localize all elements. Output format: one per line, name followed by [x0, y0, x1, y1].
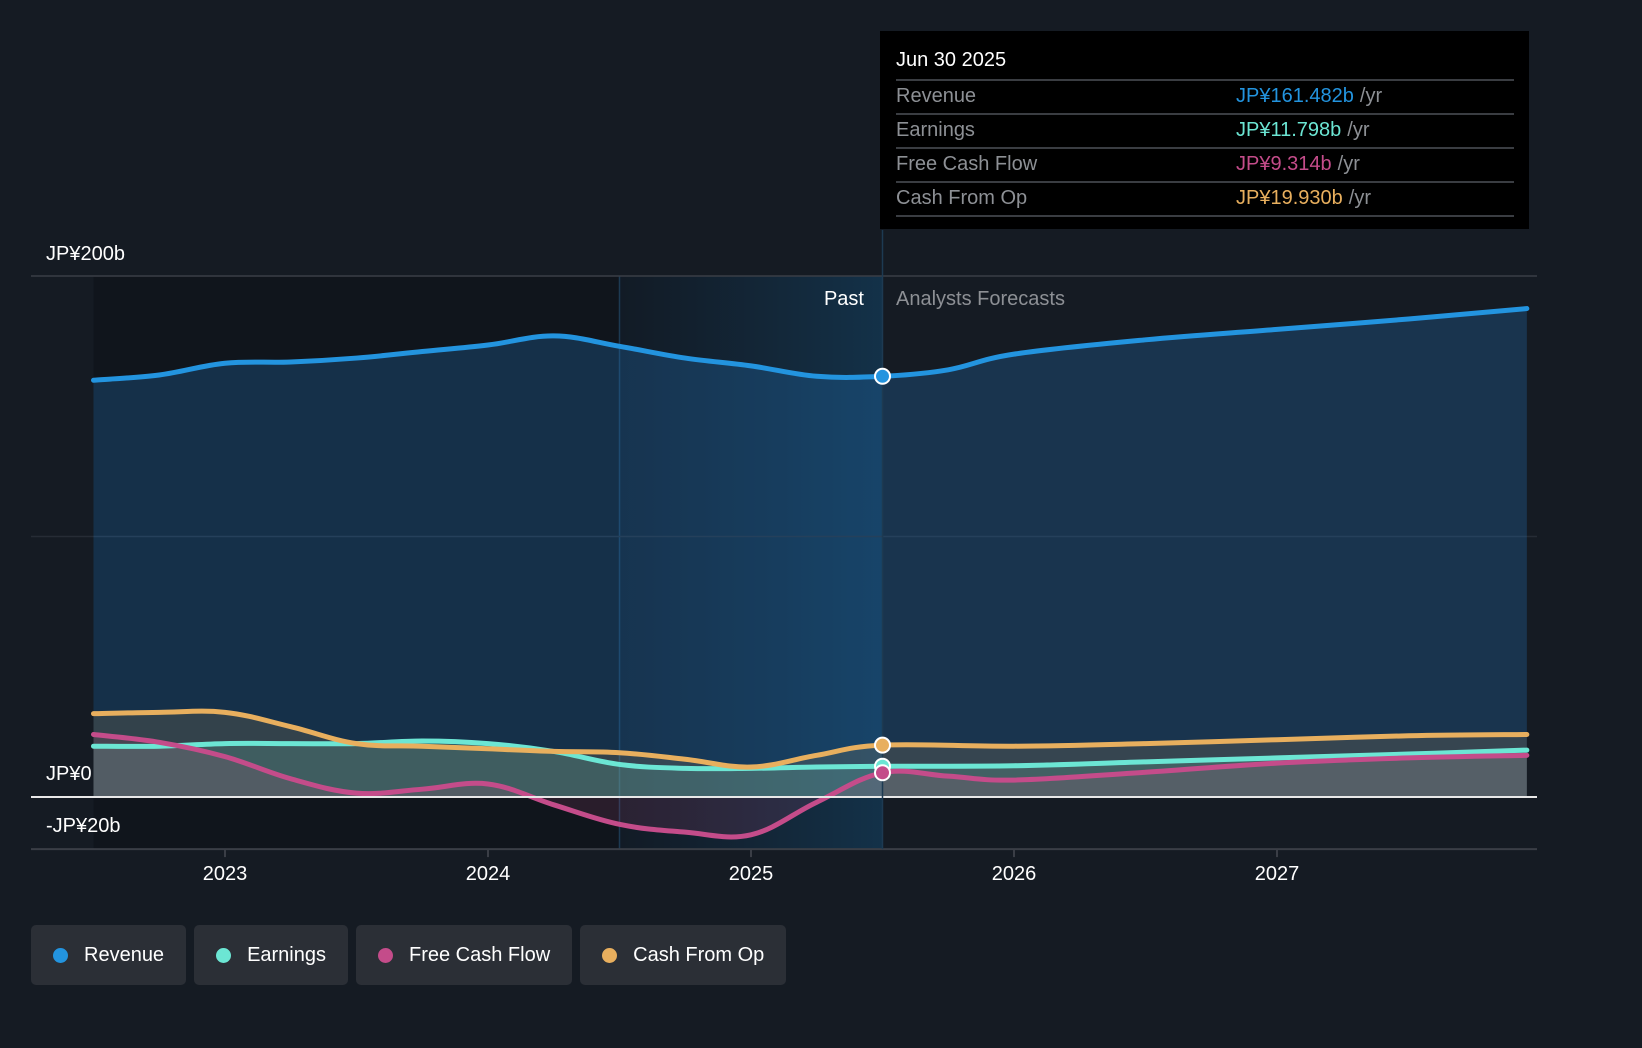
y-tick-label: JP¥200b — [46, 243, 125, 265]
legend-label: Free Cash Flow — [409, 943, 551, 966]
tooltip-unit: /yr — [1347, 119, 1370, 141]
tooltip-unit: /yr — [1337, 153, 1360, 175]
legend-label: Cash From Op — [633, 943, 765, 966]
tooltip-row-earnings: Earnings JP¥11.798b /yr — [896, 115, 1514, 149]
tooltip-row-revenue: Revenue JP¥161.482b /yr — [896, 81, 1514, 115]
revenue-area — [93, 308, 1527, 797]
legend-label: Earnings — [247, 943, 326, 966]
revenue-dot-icon — [53, 947, 68, 963]
x-tick-label: 2024 — [466, 863, 511, 885]
cash-from-op-area — [93, 711, 1527, 797]
tooltip-label: Revenue — [896, 85, 977, 107]
cash-from-op-highlight-point — [874, 736, 891, 754]
chart: JP¥200b JP¥0 -JP¥20b 2023 2024 2025 2026 2027 P… — [31, 230, 1537, 885]
tooltip-value: JP¥11.798b — [1236, 119, 1342, 141]
x-tick-label: 2025 — [729, 863, 774, 885]
tooltip-date: Jun 30 2025 — [896, 47, 1514, 81]
tooltip-value: JP¥9.314b — [1236, 153, 1332, 175]
tooltip-label: Free Cash Flow — [896, 153, 1038, 175]
legend-item-free-cash-flow[interactable]: Free Cash Flow — [356, 925, 573, 985]
x-tick-label: 2027 — [1255, 863, 1300, 885]
cash-from-op-dot-icon — [602, 947, 618, 963]
free-cash-flow-line — [91, 731, 1530, 840]
cash-from-op-line — [91, 708, 1530, 770]
earnings-line — [91, 738, 1530, 772]
past-highlight-region — [619, 276, 883, 850]
revenue-line — [91, 306, 1530, 383]
tooltip-unit: /yr — [1359, 85, 1383, 107]
free-cash-flow-highlight-point — [874, 764, 891, 782]
revenue-highlight-point — [874, 367, 891, 385]
legend: Revenue Earnings Free Cash Flow Cash Fro… — [31, 925, 787, 985]
free-cash-flow-dot-icon — [378, 947, 393, 963]
legend-item-revenue[interactable]: Revenue — [31, 925, 187, 985]
y-tick-label: -JP¥20b — [46, 815, 121, 837]
tooltip-label: Cash From Op — [896, 187, 1028, 209]
tooltip-unit: /yr — [1348, 187, 1371, 209]
tooltip-value: JP¥19.930b — [1236, 187, 1343, 209]
tooltip-label: Earnings — [896, 119, 975, 141]
free-cash-flow-area — [93, 734, 1527, 837]
tooltip: Jun 30 2025 Revenue JP¥161.482b /yr Earn… — [880, 31, 1529, 229]
x-tick-label: 2023 — [203, 863, 248, 885]
legend-item-cash-from-op[interactable]: Cash From Op — [580, 925, 787, 985]
y-tick-label: JP¥0 — [46, 763, 92, 785]
x-tick-label: 2026 — [992, 863, 1037, 885]
legend-item-earnings[interactable]: Earnings — [194, 925, 348, 985]
tooltip-value: JP¥161.482b — [1236, 85, 1354, 107]
earnings-dot-icon — [216, 947, 232, 963]
tooltip-row-cash-from-op: Cash From Op JP¥19.930b /yr — [896, 183, 1514, 217]
tooltip-row-free-cash-flow: Free Cash Flow JP¥9.314b /yr — [896, 149, 1514, 183]
past-section-label: Past — [824, 288, 864, 310]
legend-label: Revenue — [84, 943, 165, 966]
forecast-section-label: Analysts Forecasts — [896, 288, 1065, 310]
